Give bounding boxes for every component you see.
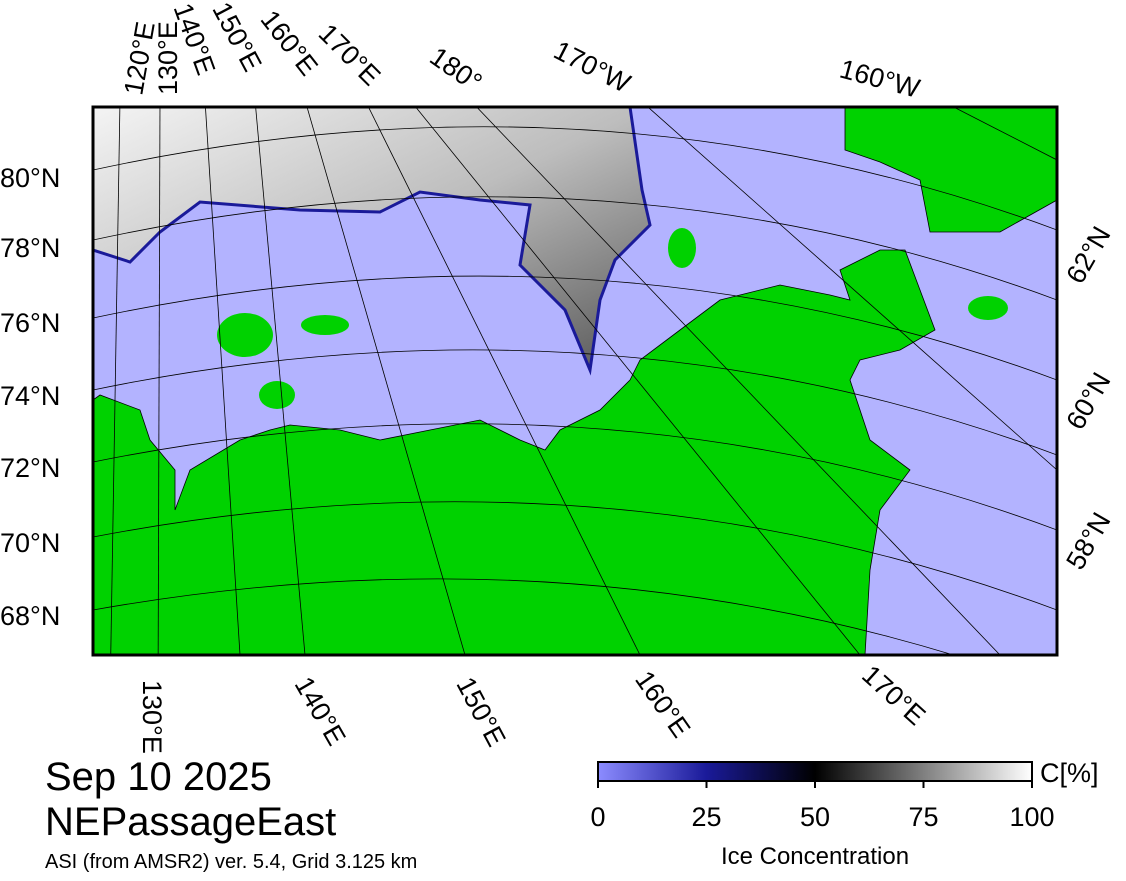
source: ASI (from AMSR2) ver. 5.4, Grid 3.125 km xyxy=(45,851,417,873)
colorbar xyxy=(597,761,1033,782)
graticule-label: 160°E xyxy=(255,5,324,82)
colorbar-tick-label: 0 xyxy=(590,802,605,832)
graticule-label: 76°N xyxy=(0,308,60,338)
graticule-label: 130°E xyxy=(137,680,167,754)
graticule-label: 60°N xyxy=(1060,367,1116,434)
graticule-label: 170°W xyxy=(549,35,636,99)
colorbar-ticks: 0 25 50 75 100 xyxy=(590,781,1055,832)
colorbar-unit: C[%] xyxy=(1040,758,1099,788)
island xyxy=(217,313,273,357)
colorbar-tick-label: 25 xyxy=(691,802,721,832)
graticule-label: 150°E xyxy=(450,672,511,751)
sea-ice xyxy=(93,107,652,376)
date: Sep 10 2025 xyxy=(45,755,272,799)
graticule-label: 78°N xyxy=(0,233,60,263)
colorbar-tick-label: 100 xyxy=(1009,802,1054,832)
graticule xyxy=(93,107,1057,655)
graticule-label: 80°N xyxy=(0,163,60,193)
alaska xyxy=(844,107,1057,233)
graticule-label: 74°N xyxy=(0,381,60,411)
graticule-label: 70°N xyxy=(0,528,60,558)
graticule-label: 72°N xyxy=(0,453,60,483)
island xyxy=(668,228,696,268)
graticule-label: 170°E xyxy=(313,18,386,91)
colorbar-label: Ice Concentration xyxy=(721,843,909,870)
region: NEPassageEast xyxy=(45,800,336,844)
island xyxy=(301,315,349,335)
graticule-label: 160°E xyxy=(629,665,696,743)
colorbar-tick-label: 50 xyxy=(800,802,830,832)
island xyxy=(968,296,1008,320)
graticule-label: 180° xyxy=(424,41,487,98)
graticule-label: 140°E xyxy=(289,672,352,751)
graticule-label: 58°N xyxy=(1060,507,1116,574)
graticule-label: 170°E xyxy=(856,659,931,731)
graticule-label: 130°E xyxy=(153,21,183,95)
island xyxy=(259,381,295,409)
graticule-label: 62°N xyxy=(1060,221,1116,288)
graticule-label: 68°N xyxy=(0,601,60,631)
map-frame xyxy=(91,105,1059,657)
mainland xyxy=(93,249,936,655)
graticule-label: 160°W xyxy=(837,54,924,104)
colorbar-tick-label: 75 xyxy=(908,802,938,832)
map-area xyxy=(93,107,1057,655)
